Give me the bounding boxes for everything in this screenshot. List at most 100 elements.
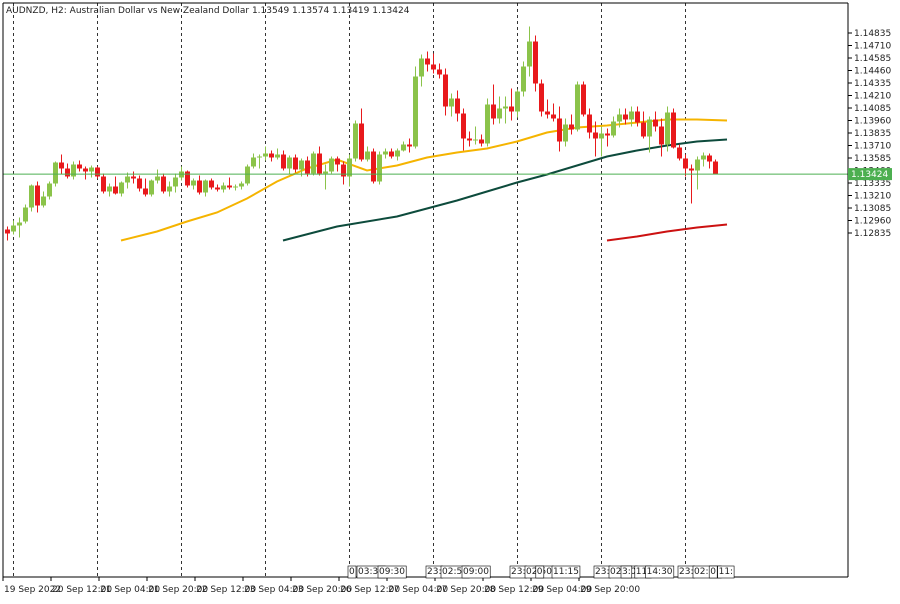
- session-label-box: [377, 565, 407, 579]
- candle-bearish: [623, 108, 628, 125]
- candle-bearish: [425, 51, 430, 72]
- y-tick-label: 1.13085: [854, 204, 891, 214]
- candle-bullish: [323, 164, 328, 190]
- candle-bullish: [155, 169, 160, 184]
- x-tick-label: 19 Sep 2022: [4, 585, 61, 595]
- candle-body: [629, 111, 634, 120]
- candle-body: [413, 76, 418, 147]
- session-label: 02:50: [694, 567, 720, 577]
- session-label: 0: [349, 567, 355, 577]
- candle-bullish: [401, 141, 406, 152]
- candle-bearish: [443, 68, 448, 116]
- candle-bearish: [587, 108, 592, 139]
- session-label: 23:: [427, 567, 441, 577]
- y-tick-label: 1.14335: [854, 79, 891, 89]
- candle-body: [473, 139, 478, 141]
- candle-bearish: [113, 176, 118, 195]
- axes: 1.14835 1.14710 1.14585 1.14460 1.14335 1.142…: [2, 2, 892, 595]
- candle-bearish: [305, 156, 310, 177]
- candle-bullish: [299, 158, 304, 177]
- candle-bullish: [221, 182, 226, 193]
- candle-bullish: [473, 126, 478, 145]
- candle-body: [653, 119, 658, 127]
- candle-bullish: [17, 217, 22, 238]
- candle-bearish: [131, 171, 136, 184]
- candle-body: [89, 167, 94, 172]
- candle-body: [443, 74, 448, 107]
- candle-body: [275, 154, 280, 158]
- session-label: 11:15: [553, 567, 579, 577]
- current-price-tag: [848, 168, 892, 181]
- candle-body: [575, 84, 580, 130]
- header-close: 1.13424: [372, 6, 409, 16]
- x-tick-label: 29 Sep 04:00: [532, 585, 592, 595]
- candle-bullish: [599, 126, 604, 157]
- candle-body: [17, 222, 22, 226]
- candle-body: [65, 168, 70, 177]
- candle-bearish: [227, 177, 232, 190]
- session-label: 23:: [511, 567, 525, 577]
- candle-body: [689, 168, 694, 171]
- candle-body: [671, 112, 676, 148]
- y-tick-label: 1.14210: [854, 92, 891, 102]
- candle-body: [341, 164, 346, 177]
- session-label: 11:: [636, 567, 650, 577]
- candle-body: [59, 162, 64, 169]
- session-label-box: [347, 565, 357, 579]
- candle-bearish: [551, 103, 556, 122]
- candle-bearish: [713, 159, 718, 175]
- candle-bullish: [629, 106, 634, 127]
- session-label-box: [708, 565, 718, 579]
- candle-body: [269, 153, 274, 158]
- candle-body: [131, 176, 136, 179]
- candle-bullish: [515, 89, 520, 118]
- candle-body: [371, 151, 376, 182]
- candle-bearish: [653, 111, 658, 132]
- candle-bullish: [575, 81, 580, 132]
- candle-bearish: [635, 106, 640, 127]
- candle-bullish: [275, 148, 280, 160]
- candle-body: [191, 180, 196, 186]
- candle-bullish: [665, 106, 670, 152]
- candle-body: [23, 207, 28, 222]
- candle-bearish: [341, 161, 346, 185]
- candle-body: [95, 167, 100, 177]
- candle-body: [305, 160, 310, 174]
- candle-bullish: [449, 93, 454, 117]
- candle-bearish: [389, 148, 394, 159]
- session-label: 23:: [595, 567, 609, 577]
- session-label: 14:30: [647, 567, 673, 577]
- candle-bearish: [569, 114, 574, 135]
- candle-body: [287, 157, 292, 169]
- candle-body: [599, 133, 604, 139]
- candle-bearish: [593, 121, 598, 157]
- candle-body: [161, 176, 166, 192]
- candle-bullish: [203, 179, 208, 197]
- y-tick-label: 1.12960: [854, 217, 891, 227]
- candle-bullish: [647, 116, 652, 153]
- candle-bullish: [383, 148, 388, 159]
- candle-body: [29, 185, 34, 208]
- candle-bearish: [101, 173, 106, 194]
- candle-bullish: [47, 181, 52, 200]
- x-tick-label: 21 Sep 20:00: [148, 585, 208, 595]
- candle-body: [137, 178, 142, 189]
- candle-body: [347, 158, 352, 177]
- candle-bullish: [563, 118, 568, 147]
- candle-bearish: [269, 150, 274, 162]
- candle-bullish: [239, 181, 244, 190]
- candle-bearish: [83, 166, 88, 180]
- candle-bullish: [245, 164, 250, 186]
- candle-body: [335, 158, 340, 165]
- candle-bearish: [545, 99, 550, 119]
- candle-bearish: [197, 175, 202, 195]
- candle-body: [587, 114, 592, 133]
- candle-body: [185, 171, 190, 186]
- candle-bearish: [215, 184, 220, 192]
- session-label-box: [717, 565, 735, 579]
- candle-bullish: [251, 153, 256, 169]
- candle-body: [581, 84, 586, 115]
- x-tick-label: 23 Sep 20:00: [292, 585, 352, 595]
- chart-header: AUDNZD, H2: Australian Dollar vs New Zea…: [6, 6, 410, 16]
